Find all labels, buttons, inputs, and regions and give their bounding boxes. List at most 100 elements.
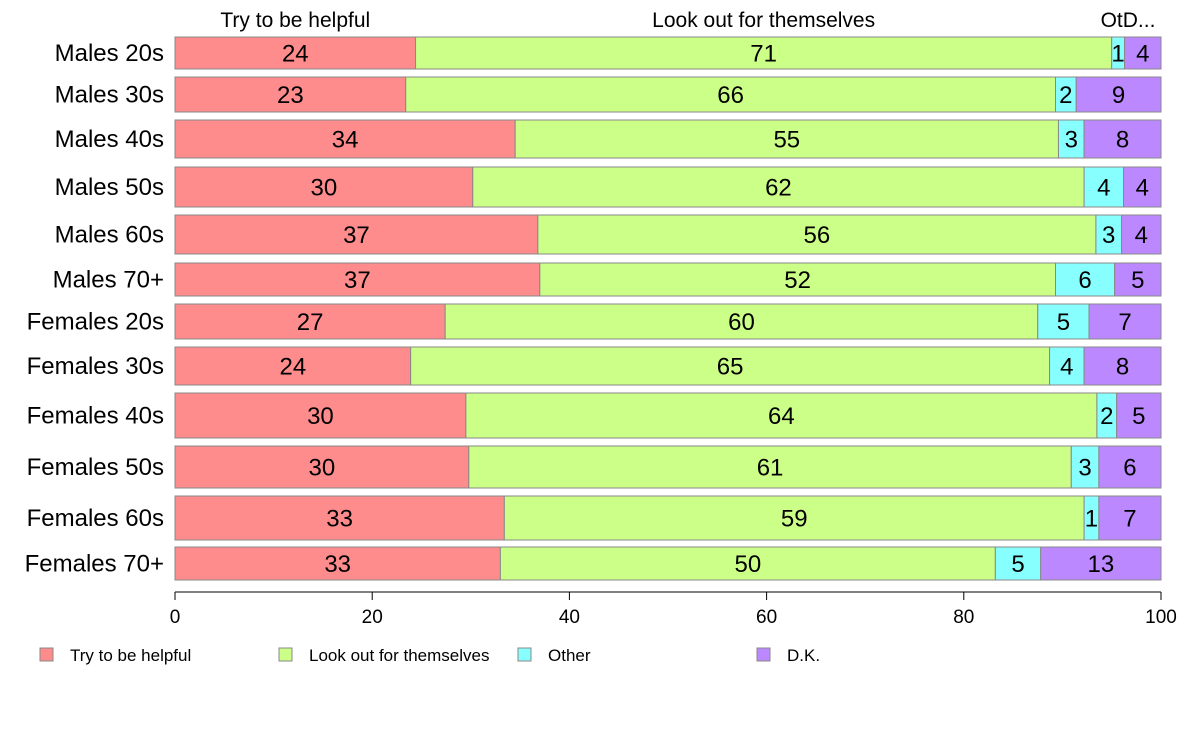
bar-segment-look-out-for-themselves: [468, 445, 1072, 489]
bar-segment-try-to-be-helpful: [174, 36, 417, 70]
bar-segment-try-to-be-helpful: [174, 346, 412, 386]
data-label: 3: [1078, 455, 1091, 482]
data-label: 59: [781, 506, 808, 533]
data-label: 6: [1078, 267, 1091, 294]
row-label: Females 70+: [25, 551, 164, 578]
row-label: Females 30s: [27, 353, 164, 380]
top-label-2: Look out for themselves: [652, 9, 875, 32]
bar-row-females-20s: Females 20s 27 60 5 7: [27, 303, 1162, 340]
data-label: 37: [343, 222, 370, 249]
data-label: 4: [1136, 175, 1149, 202]
bar-segment-look-out-for-themselves: [514, 119, 1059, 159]
bar-segment-d-k: [1123, 166, 1162, 208]
bar-segment-other: [1049, 346, 1085, 386]
bar-segment-look-out-for-themselves: [499, 546, 996, 581]
data-label: 30: [309, 455, 336, 482]
data-label: 4: [1097, 175, 1110, 202]
bar-segment-look-out-for-themselves: [405, 76, 1056, 113]
data-label: 71: [750, 41, 777, 68]
bar-row-females-50s: Females 50s 30 61 3 6: [27, 445, 1162, 489]
row-label: Females 40s: [27, 403, 164, 430]
bar-segment-try-to-be-helpful: [174, 495, 505, 541]
bar-segment-look-out-for-themselves: [503, 495, 1085, 541]
data-label: 24: [282, 41, 309, 68]
bar-segment-d-k: [1098, 445, 1162, 489]
data-label: 52: [784, 267, 811, 294]
top-labels: Try to be helpful Look out for themselves…: [220, 9, 1155, 32]
data-label: 2: [1100, 403, 1113, 430]
data-label: 7: [1123, 506, 1136, 533]
data-label: 34: [332, 127, 359, 154]
x-tick-label: 20: [362, 607, 383, 628]
row-label: Males 20s: [55, 40, 164, 67]
bar-segment-d-k: [1075, 76, 1162, 113]
row-label: Females 20s: [27, 309, 164, 336]
bar-segment-look-out-for-themselves: [444, 303, 1039, 340]
bar-segment-look-out-for-themselves: [410, 346, 1051, 386]
bar-row-males-50s: Males 50s 30 62 4 4: [55, 166, 1162, 208]
data-label: 55: [773, 127, 800, 154]
bar-row-males-70: Males 70+ 37 52 6 5: [53, 262, 1162, 297]
x-tick-label: 40: [559, 607, 580, 628]
bar-segment-d-k: [1083, 346, 1162, 386]
data-label: 6: [1123, 455, 1136, 482]
legend-swatch: [756, 647, 771, 662]
legend-label: Try to be helpful: [70, 646, 191, 665]
data-label: 3: [1065, 127, 1078, 154]
data-label: 30: [311, 175, 338, 202]
bar-row-females-40s: Females 40s 30 64 2 5: [27, 392, 1162, 439]
data-label: 4: [1136, 41, 1149, 68]
data-label: 4: [1135, 222, 1148, 249]
bar-segment-d-k: [1114, 262, 1162, 297]
bar-segment-try-to-be-helpful: [174, 303, 446, 340]
legend-swatch: [278, 647, 293, 662]
legend-item-other: Other: [517, 646, 591, 665]
data-label: 66: [717, 82, 744, 109]
bar-segment-d-k: [1124, 36, 1162, 70]
bar-segment-d-k: [1121, 214, 1162, 255]
bar-segment-other: [1054, 262, 1116, 297]
bar-segment-other: [1070, 445, 1100, 489]
bar-segment-other: [1057, 119, 1085, 159]
bar-row-males-60s: Males 60s 37 56 3 4: [55, 214, 1162, 255]
data-label: 9: [1112, 82, 1125, 109]
data-label: 5: [1057, 309, 1070, 336]
row-label: Males 60s: [55, 222, 164, 249]
row-label: Females 50s: [27, 454, 164, 481]
data-label: 64: [768, 403, 795, 430]
legend-label: D.K.: [787, 646, 820, 665]
bar-row-males-20s: Males 20s 24 71 1 4: [55, 36, 1162, 70]
data-label: 1: [1111, 41, 1124, 68]
bar-segment-try-to-be-helpful: [174, 76, 407, 113]
bar-segment-d-k: [1083, 119, 1162, 159]
x-tick-label: 0: [170, 607, 181, 628]
bar-segment-try-to-be-helpful: [174, 119, 516, 159]
bar-segment-look-out-for-themselves: [472, 166, 1085, 208]
legend-label: Look out for themselves: [309, 646, 489, 665]
data-label: 50: [735, 551, 762, 578]
row-label: Males 30s: [55, 82, 164, 109]
x-axis: 0 20 40 60 80 100: [170, 591, 1177, 628]
legend-swatch: [39, 647, 54, 662]
legend-item-d-k: D.K.: [756, 646, 820, 665]
legend-item-try-to-be-helpful: Try to be helpful: [39, 646, 191, 665]
data-label: 4: [1060, 354, 1073, 381]
bar-segment-try-to-be-helpful: [174, 546, 501, 581]
data-label: 33: [324, 551, 351, 578]
data-label: 65: [717, 354, 744, 381]
top-label-1: Try to be helpful: [220, 9, 370, 32]
bar-segment-other: [1095, 214, 1123, 255]
data-label: 8: [1116, 127, 1129, 154]
row-label: Females 60s: [27, 505, 164, 532]
bar-segment-d-k: [1040, 546, 1162, 581]
data-label: 5: [1132, 403, 1145, 430]
data-label: 5: [1131, 267, 1144, 294]
bar-row-females-70: Females 70+ 33 50 5 13: [25, 546, 1162, 581]
top-label-3: OtD...: [1101, 9, 1156, 32]
legend-swatch: [517, 647, 532, 662]
bar-segment-try-to-be-helpful: [174, 445, 470, 489]
bar-row-females-30s: Females 30s 24 65 4 8: [27, 346, 1162, 386]
legend: Try to be helpful Look out for themselves…: [39, 646, 820, 665]
bar-row-females-60s: Females 60s 33 59 1 7: [27, 495, 1162, 541]
